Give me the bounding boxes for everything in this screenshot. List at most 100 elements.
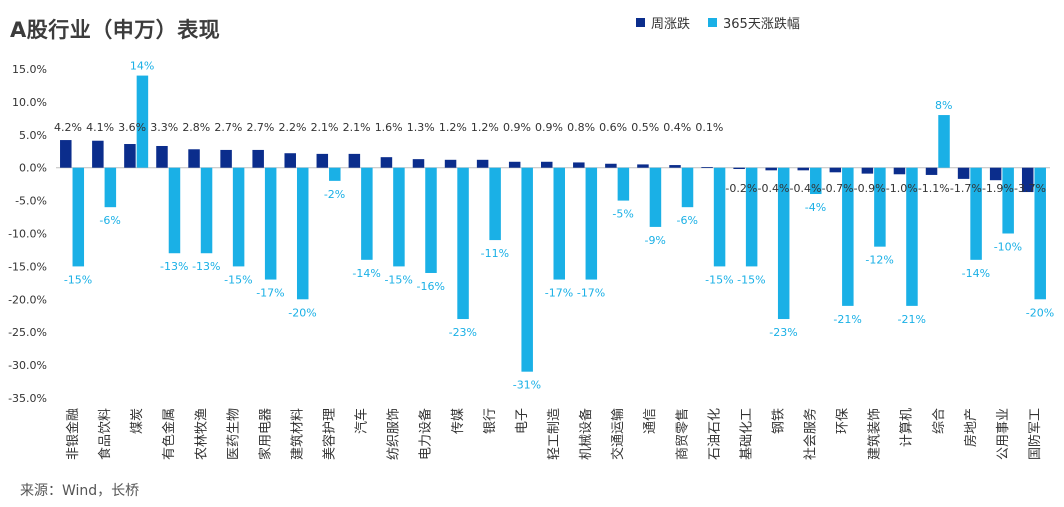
weekly-data-label: 2.7%	[214, 121, 242, 134]
y-tick-label: -10.0%	[8, 228, 47, 241]
chart-title: A股行业（申万）表现	[10, 18, 221, 42]
weekly-bar	[797, 167, 810, 171]
weekly-data-label: -0.4%	[790, 182, 822, 195]
annual-bar	[136, 75, 149, 168]
weekly-bar	[316, 153, 329, 168]
weekly-bar	[861, 167, 874, 174]
annual-data-label: -20%	[288, 306, 316, 319]
category-label: 非银金融	[65, 408, 81, 460]
weekly-bar	[957, 167, 970, 179]
weekly-data-label: -1.0%	[886, 182, 918, 195]
category-label: 商贸零售	[674, 408, 690, 460]
chart-legend: 周涨跌 365天涨跌幅	[636, 13, 800, 32]
y-tick-label: 15.0%	[12, 63, 47, 76]
legend-item-annual: 365天涨跌幅	[708, 13, 800, 32]
weekly-bar	[252, 149, 264, 168]
legend-label-weekly: 周涨跌	[651, 17, 691, 32]
category-label: 汽车	[354, 408, 370, 434]
weekly-bar	[765, 167, 777, 171]
weekly-data-label: -1.7%	[950, 182, 982, 195]
annual-bar	[842, 167, 854, 306]
annual-bar	[713, 167, 726, 267]
category-label: 电子	[515, 408, 530, 434]
annual-bar	[521, 167, 533, 372]
weekly-data-label: 0.8%	[567, 121, 595, 134]
annual-data-label: -23%	[449, 326, 477, 339]
weekly-data-label: 0.9%	[535, 121, 563, 134]
annual-bar	[104, 167, 117, 208]
category-label: 综合	[932, 408, 947, 434]
weekly-data-label: 0.1%	[695, 121, 723, 134]
weekly-data-label: -3.7%	[1014, 182, 1046, 195]
weekly-bar	[925, 167, 938, 175]
annual-data-label: -20%	[1026, 306, 1054, 319]
category-label: 纺织服饰	[387, 408, 402, 460]
category-label: 房地产	[963, 408, 979, 447]
category-label: 食品饮料	[97, 408, 113, 460]
y-tick-label: -20.0%	[8, 293, 47, 306]
category-label: 轻工制造	[547, 408, 562, 460]
weekly-bar	[669, 165, 681, 168]
weekly-bar	[476, 159, 489, 168]
annual-data-label: -31%	[513, 379, 541, 392]
category-label: 医药生物	[226, 408, 241, 460]
weekly-bar	[989, 167, 1002, 181]
weekly-bar	[444, 159, 457, 168]
category-label: 建筑装饰	[867, 408, 883, 460]
legend-swatch-weekly	[636, 18, 645, 27]
legend-item-weekly: 周涨跌	[636, 13, 690, 32]
annual-data-label: -17%	[577, 287, 605, 300]
weekly-data-label: -1.9%	[982, 182, 1014, 195]
annual-data-label: -23%	[769, 326, 797, 339]
category-label: 美容护理	[322, 408, 338, 460]
weekly-data-label: 2.8%	[182, 121, 210, 134]
category-label: 煤炭	[130, 408, 145, 434]
annual-data-label: -11%	[481, 247, 509, 260]
annual-data-label: -15%	[224, 273, 252, 286]
annual-bar	[585, 167, 598, 280]
weekly-bar	[284, 153, 296, 168]
annual-bar	[168, 167, 181, 254]
annual-bar	[1002, 167, 1014, 234]
annual-data-label: -13%	[192, 260, 220, 273]
annual-data-label: 8%	[935, 99, 952, 112]
annual-data-label: -15%	[384, 273, 412, 286]
annual-bar	[681, 167, 694, 208]
category-label: 环保	[836, 408, 851, 434]
annual-bar	[617, 167, 630, 201]
legend-label-annual: 365天涨跌幅	[723, 17, 800, 32]
weekly-data-label: 4.1%	[86, 121, 114, 134]
weekly-data-label: 0.4%	[663, 121, 691, 134]
annual-data-label: -6%	[677, 214, 698, 227]
weekly-data-label: 4.2%	[54, 121, 82, 134]
annual-data-label: -5%	[612, 208, 633, 221]
annual-data-label: -21%	[897, 313, 925, 326]
annual-bar	[72, 167, 85, 267]
annual-bar	[232, 167, 245, 267]
y-tick-label: 5.0%	[19, 129, 47, 142]
weekly-bar	[380, 157, 393, 168]
weekly-bar	[60, 140, 72, 168]
annual-data-label: -15%	[737, 273, 765, 286]
weekly-data-label: 3.3%	[150, 121, 178, 134]
annual-bar	[906, 167, 918, 306]
annual-data-label: 14%	[130, 60, 154, 73]
annual-data-label: -9%	[644, 234, 665, 247]
annual-bar	[649, 167, 662, 227]
weekly-bar	[541, 161, 553, 168]
weekly-data-label: -0.2%	[725, 182, 757, 195]
annual-data-label: -15%	[64, 273, 92, 286]
category-label: 通信	[643, 408, 658, 434]
category-label: 公用事业	[996, 408, 1011, 460]
weekly-bar	[348, 153, 361, 168]
source-note: 来源：Wind，长桥	[20, 483, 140, 499]
category-label: 交通运输	[610, 408, 626, 460]
category-label: 石油石化	[707, 408, 722, 460]
weekly-data-label: 0.6%	[599, 121, 627, 134]
weekly-data-label: 2.1%	[343, 121, 371, 134]
legend-swatch-annual	[708, 18, 718, 27]
annual-bar	[329, 167, 341, 181]
annual-bar	[361, 167, 373, 260]
category-label: 钢铁	[771, 408, 786, 434]
